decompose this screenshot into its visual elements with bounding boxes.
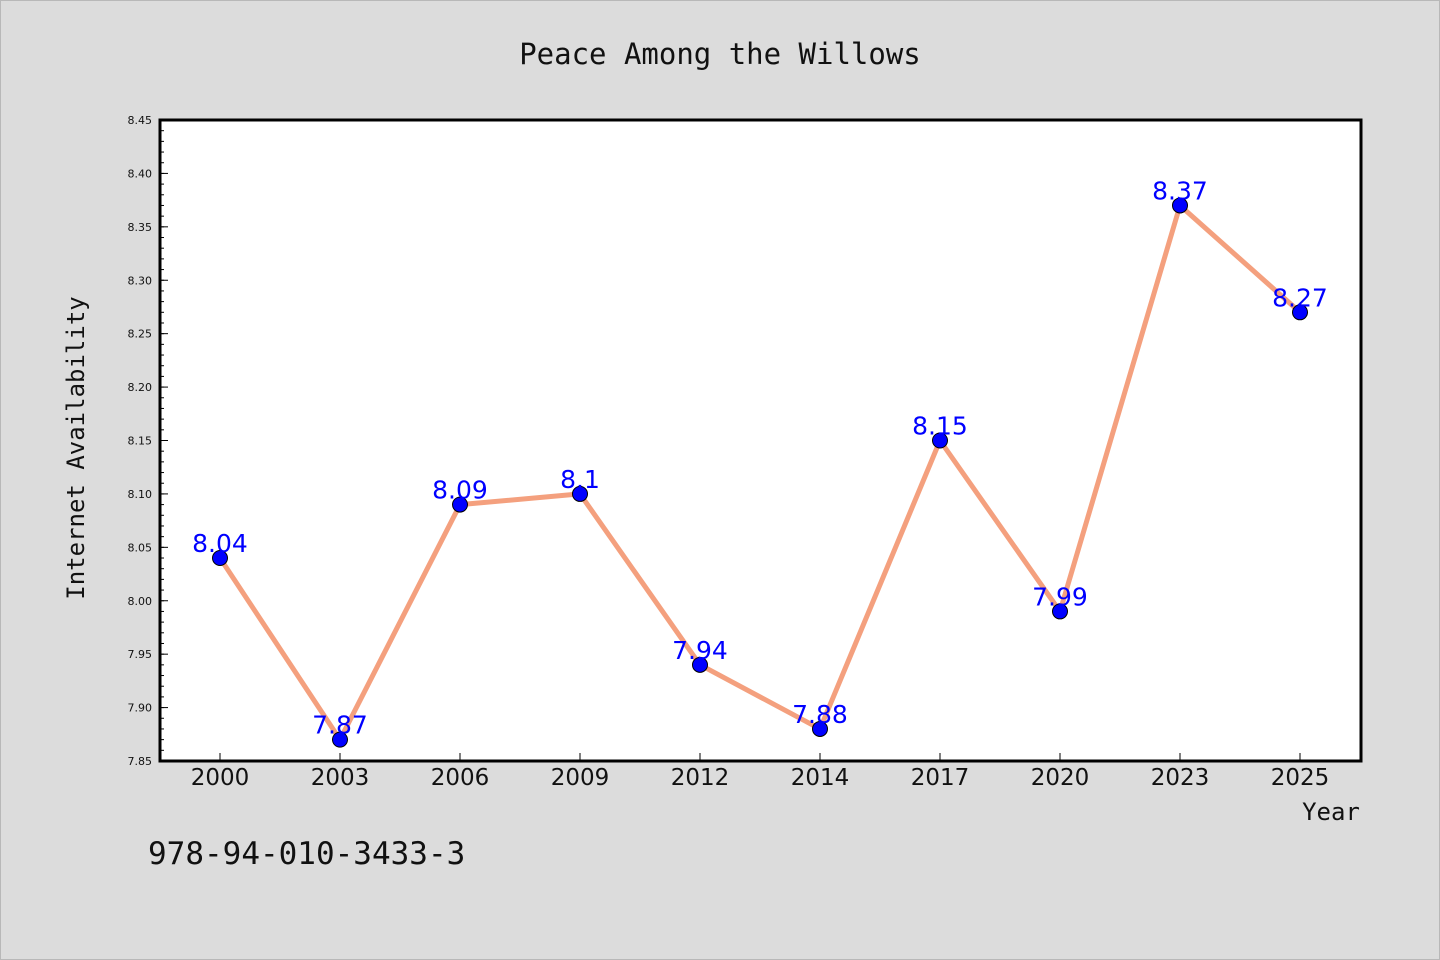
x-axis-title: Year [1302, 798, 1360, 826]
data-point [1052, 603, 1068, 620]
y-axis-title: Internet Availability [62, 296, 90, 599]
y-tick-label: 8.40 [128, 167, 153, 180]
y-tick-label: 8.35 [128, 221, 153, 234]
y-tick-label: 8.25 [128, 328, 153, 341]
y-tick-label: 7.85 [128, 755, 153, 768]
data-label: 8.09 [432, 476, 488, 505]
data-label: 8.27 [1272, 283, 1328, 312]
y-tick-label: 7.95 [128, 648, 153, 661]
data-label: 7.94 [672, 636, 728, 665]
y-axis: 7.85 7.90 7.95 8.00 8.05 8.10 8.15 8.20 8.25 8.30… [128, 114, 168, 768]
x-tick-label: 2023 [1151, 765, 1210, 791]
data-label: 7.87 [312, 711, 368, 740]
x-tick-label: 2009 [551, 765, 610, 791]
y-tick-label: 8.00 [128, 595, 153, 608]
data-point [692, 656, 708, 673]
y-tick-label: 8.05 [128, 541, 153, 554]
data-label: 8.04 [192, 529, 248, 558]
data-label: 7.88 [792, 700, 848, 729]
y-tick-label: 8.10 [128, 488, 153, 501]
isbn-footnote: 978-94-010-3433-3 [148, 836, 465, 872]
data-label: 8.1 [560, 465, 600, 494]
x-tick-label: 2014 [791, 765, 850, 791]
y-tick-label: 7.90 [128, 702, 153, 715]
data-point [572, 485, 588, 502]
data-point [452, 496, 468, 513]
x-tick-label: 2012 [671, 765, 730, 791]
data-point [1292, 304, 1308, 321]
plot-area [158, 118, 1363, 763]
y-tick-label: 8.45 [128, 114, 153, 127]
data-point [812, 720, 828, 737]
x-tick-label: 2020 [1031, 765, 1090, 791]
data-label: 8.15 [912, 412, 968, 441]
marker-group [212, 197, 1308, 748]
series-line-group [217, 202, 1302, 743]
chart-title: Peace Among the Willows [519, 37, 921, 71]
data-point [1172, 197, 1188, 214]
x-tick-label: 2003 [311, 765, 370, 791]
x-tick-label: 2017 [911, 765, 970, 791]
data-label-group: 8.04 7.87 8.09 8.1 7.94 7.88 8.15 7.99 8.37 8.27 [192, 176, 1328, 739]
x-tick-label: 2000 [191, 765, 250, 791]
y-tick-label: 8.30 [128, 274, 153, 287]
data-label: 8.37 [1152, 176, 1208, 205]
x-tick-label: 2025 [1271, 765, 1330, 791]
data-point [212, 550, 228, 567]
data-point [932, 432, 948, 449]
x-axis: 2000 2003 2006 2009 2012 2014 2017 2020 2023 2025 [191, 753, 1330, 791]
data-point [332, 731, 348, 748]
x-tick-label: 2006 [431, 765, 490, 791]
data-label: 7.99 [1032, 582, 1088, 611]
y-tick-label: 8.20 [128, 381, 153, 394]
y-tick-label: 8.15 [128, 435, 153, 448]
series-line [217, 202, 1302, 743]
